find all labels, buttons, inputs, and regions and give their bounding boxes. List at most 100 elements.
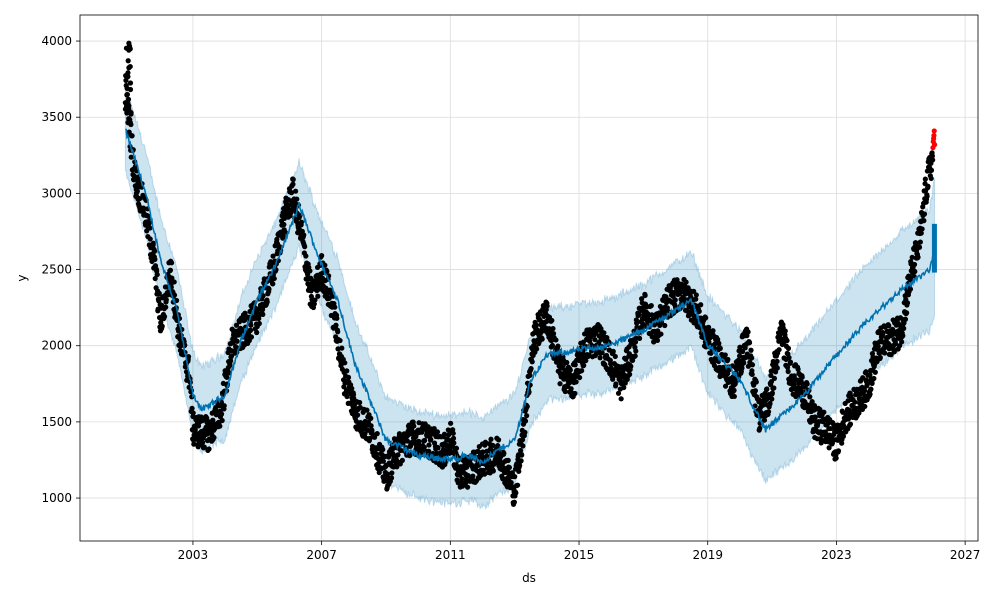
observed-point [632,339,639,345]
observed-point [877,354,883,361]
observed-point [731,387,737,393]
x-tick-label: 2003 [178,548,209,562]
observed-point [628,363,634,369]
observed-point [568,386,574,392]
observed-point [840,433,847,439]
observed-point [441,431,448,437]
y-tick-label: 2000 [41,339,72,353]
observed-point [282,229,288,235]
observed-point [649,334,655,340]
observed-point [550,330,557,337]
observed-point [512,474,518,480]
grid [80,15,978,541]
observed-point [922,176,928,182]
observed-point [519,437,526,443]
observed-point [163,297,169,303]
observed-point [201,444,207,450]
observed-point [899,339,905,345]
observed-point [152,256,158,262]
forecast-segment [931,223,937,273]
observed-point [127,80,134,86]
observed-point [195,423,202,429]
observed-point [767,400,773,407]
observed-point [748,347,754,353]
observed-point [798,388,804,394]
observed-point [211,434,217,441]
observed-point [904,300,911,306]
observed-point [368,415,374,421]
observed-point [228,358,234,364]
observed-point [627,371,633,377]
observed-point [769,390,775,396]
observed-point [344,368,350,374]
observed-point [807,394,813,400]
observed-point [319,253,325,259]
observed-point [567,367,573,373]
observed-point [917,239,923,245]
observed-point [722,352,728,358]
observed-point [710,328,716,334]
observed-point [322,262,328,268]
observed-point [125,58,131,64]
observed-point [344,393,350,400]
observed-point [221,403,227,409]
observed-point [907,286,914,292]
observed-point [132,176,138,182]
observed-point [404,438,410,444]
observed-point [529,359,535,365]
y-tick-label: 1500 [41,415,72,429]
observed-point [450,435,457,441]
observed-point [544,303,550,309]
observed-point [921,218,927,224]
observed-point [722,383,729,389]
recent-point [931,128,937,134]
recent-point [931,142,938,148]
observed-point [234,338,240,344]
observed-point [506,464,513,471]
observed-point [189,405,195,411]
observed-point [786,354,792,361]
observed-point [218,411,225,417]
observed-point [901,325,907,331]
observed-point [581,362,587,369]
observed-point [453,445,460,451]
observed-point [683,279,689,285]
observed-point [649,312,655,318]
observed-point [126,43,133,49]
observed-point [693,296,699,302]
observed-point [227,362,233,368]
observed-point [785,368,791,375]
y-tick-label: 1000 [41,491,72,505]
observed-point [809,399,815,405]
observed-point [450,430,456,436]
observed-point [185,354,192,360]
observed-point [856,410,862,416]
observed-point [891,349,897,355]
observed-point [371,434,378,440]
observed-point [632,353,638,359]
observed-point [168,260,175,266]
observed-point [902,316,909,322]
observed-point [434,429,441,435]
observed-point [752,388,759,394]
observed-point [833,455,839,461]
observed-point [426,442,432,448]
observed-point [911,261,918,268]
observed-point [774,365,780,371]
observed-point [156,290,162,296]
observed-point [557,381,563,387]
observed-point [872,369,878,375]
observed-point [154,271,160,278]
observed-point [698,302,704,308]
observed-point [388,475,395,481]
x-tick-label: 2015 [564,548,595,562]
observed-point [613,381,619,387]
observed-point [706,339,712,345]
observed-point [302,244,308,250]
observed-point [904,310,910,316]
observed-point [572,390,578,397]
observed-point [784,338,790,344]
observed-point [749,362,756,368]
observed-point [636,335,643,342]
observed-point [572,362,578,368]
